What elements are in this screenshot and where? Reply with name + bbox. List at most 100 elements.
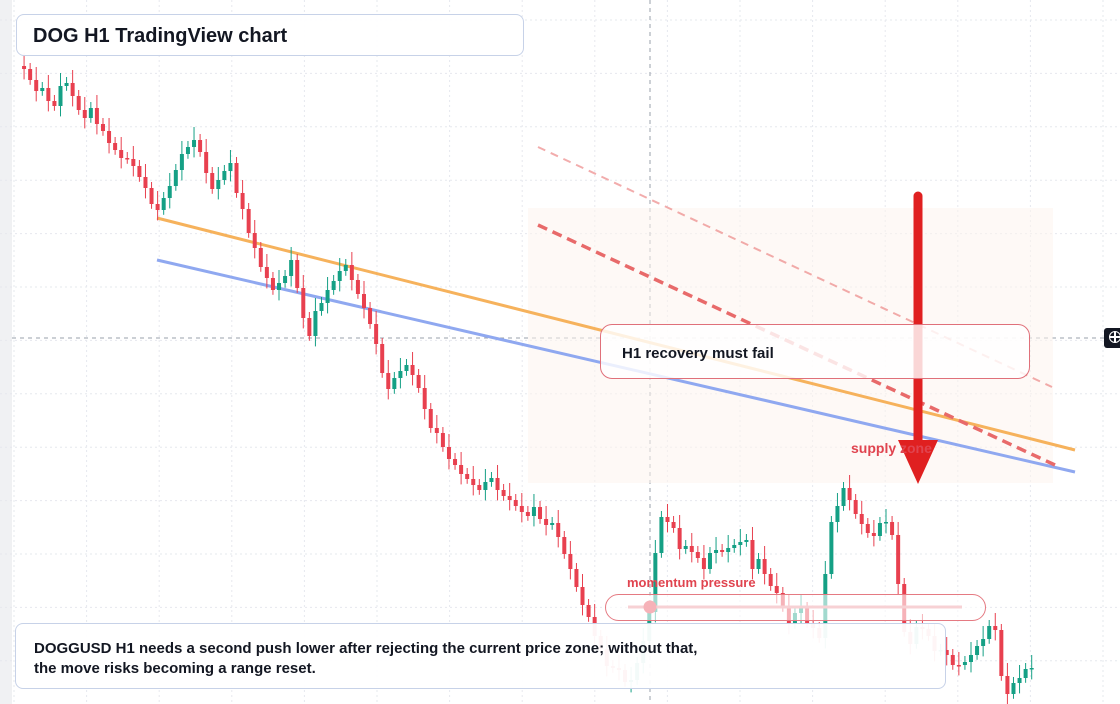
candle-bearish <box>453 459 458 465</box>
candle-bullish <box>968 655 973 662</box>
candle-bullish <box>550 523 555 525</box>
candle-bearish <box>459 465 464 474</box>
candle-bullish <box>981 639 986 646</box>
candle-bearish <box>204 152 209 173</box>
candle-bearish <box>501 490 506 496</box>
candle-bearish <box>28 69 33 80</box>
candle-bearish <box>950 655 955 665</box>
candle-bearish <box>155 204 160 210</box>
candle-bearish <box>76 96 81 110</box>
candle-bullish <box>884 522 889 524</box>
candle-bearish <box>890 522 895 535</box>
candle-bullish <box>1029 668 1034 670</box>
candle-bearish <box>380 344 385 373</box>
candle-bullish <box>40 88 45 91</box>
candle-bullish <box>531 507 536 516</box>
candle-bearish <box>368 308 373 324</box>
candle-bullish <box>331 281 336 290</box>
candle-bullish <box>343 265 348 271</box>
candle-bullish <box>1011 683 1016 694</box>
momentum-label: momentum pressure <box>627 575 756 590</box>
bearish-arrow-head <box>898 440 938 484</box>
candle-bearish <box>465 474 470 479</box>
candle-bearish <box>94 108 99 124</box>
candle-bearish <box>416 375 421 388</box>
candle-bearish <box>677 528 682 549</box>
candle-bullish <box>707 553 712 569</box>
candle-bullish <box>392 378 397 389</box>
candle-bearish <box>149 188 154 204</box>
candle-bullish <box>319 303 324 311</box>
candle-bearish <box>853 500 858 514</box>
candle-bullish <box>58 86 63 106</box>
candle-bullish <box>835 506 840 522</box>
candle-bearish <box>46 88 51 101</box>
candle-bullish <box>192 140 197 147</box>
candle-bullish <box>975 646 980 655</box>
candle-bearish <box>440 433 445 447</box>
trendline-red-dashed-upper <box>537 146 1053 388</box>
candle-bearish <box>847 488 852 500</box>
momentum-bar[interactable] <box>605 594 986 621</box>
candle-bearish <box>562 537 567 554</box>
crosshair-icon[interactable] <box>1104 328 1120 348</box>
candle-bearish <box>198 140 203 152</box>
candle-bearish <box>574 569 579 587</box>
candle-bearish <box>125 158 130 160</box>
candle-bullish <box>173 170 178 186</box>
candle-bullish <box>277 283 282 290</box>
candle-bearish <box>70 83 75 96</box>
candle-bearish <box>355 280 360 294</box>
candle-bearish <box>671 522 676 528</box>
candle-bearish <box>896 535 901 584</box>
candle-bearish <box>871 533 876 536</box>
candle-bearish <box>519 506 524 512</box>
candle-bearish <box>295 260 300 288</box>
description-text: DOGGUSD H1 needs a second push lower aft… <box>34 640 698 677</box>
candle-bullish <box>829 522 834 574</box>
candle-bullish <box>987 626 992 639</box>
candle-bearish <box>143 177 148 188</box>
candle-bearish <box>538 507 543 519</box>
candle-bearish <box>52 101 57 106</box>
candle-bullish <box>483 482 488 490</box>
candle-bearish <box>234 163 239 193</box>
candle-bearish <box>544 519 549 525</box>
candle-bearish <box>580 587 585 605</box>
candle-bullish <box>841 488 846 506</box>
candle-bearish <box>495 478 500 490</box>
candle-bearish <box>434 428 439 433</box>
candle-bearish <box>956 665 961 667</box>
candle-bearish <box>246 209 251 233</box>
candle-bullish <box>222 171 227 180</box>
candle-bullish <box>744 540 749 542</box>
candle-bullish <box>653 553 658 612</box>
candle-bearish <box>361 294 366 308</box>
candle-bearish <box>386 373 391 389</box>
candle-bullish <box>398 371 403 378</box>
candle-bearish <box>762 559 767 574</box>
candle-bearish <box>349 265 354 280</box>
candle-bullish <box>714 550 719 553</box>
candle-bullish <box>325 290 330 303</box>
candle-bearish <box>768 574 773 586</box>
candle-bearish <box>113 143 118 150</box>
candle-bearish <box>993 626 998 630</box>
candle-bearish <box>428 409 433 428</box>
candle-bullish <box>179 154 184 170</box>
candle-bullish <box>228 163 233 171</box>
title-panel: DOG H1 TradingView chart <box>16 14 524 56</box>
candle-bearish <box>34 80 39 91</box>
candle-bearish <box>750 540 755 569</box>
left-toolbar-edge <box>0 0 12 704</box>
candle-bearish <box>131 159 136 166</box>
candle-bullish <box>726 548 731 552</box>
candle-bullish <box>337 271 342 281</box>
recovery-note-box[interactable]: H1 recovery must fail <box>600 324 1030 379</box>
candle-bearish <box>119 150 124 158</box>
candle-bullish <box>289 260 294 276</box>
candle-bullish <box>88 108 93 118</box>
candle-bearish <box>525 512 530 516</box>
candle-bearish <box>568 554 573 569</box>
supply-zone-label: supply zone <box>851 440 932 456</box>
